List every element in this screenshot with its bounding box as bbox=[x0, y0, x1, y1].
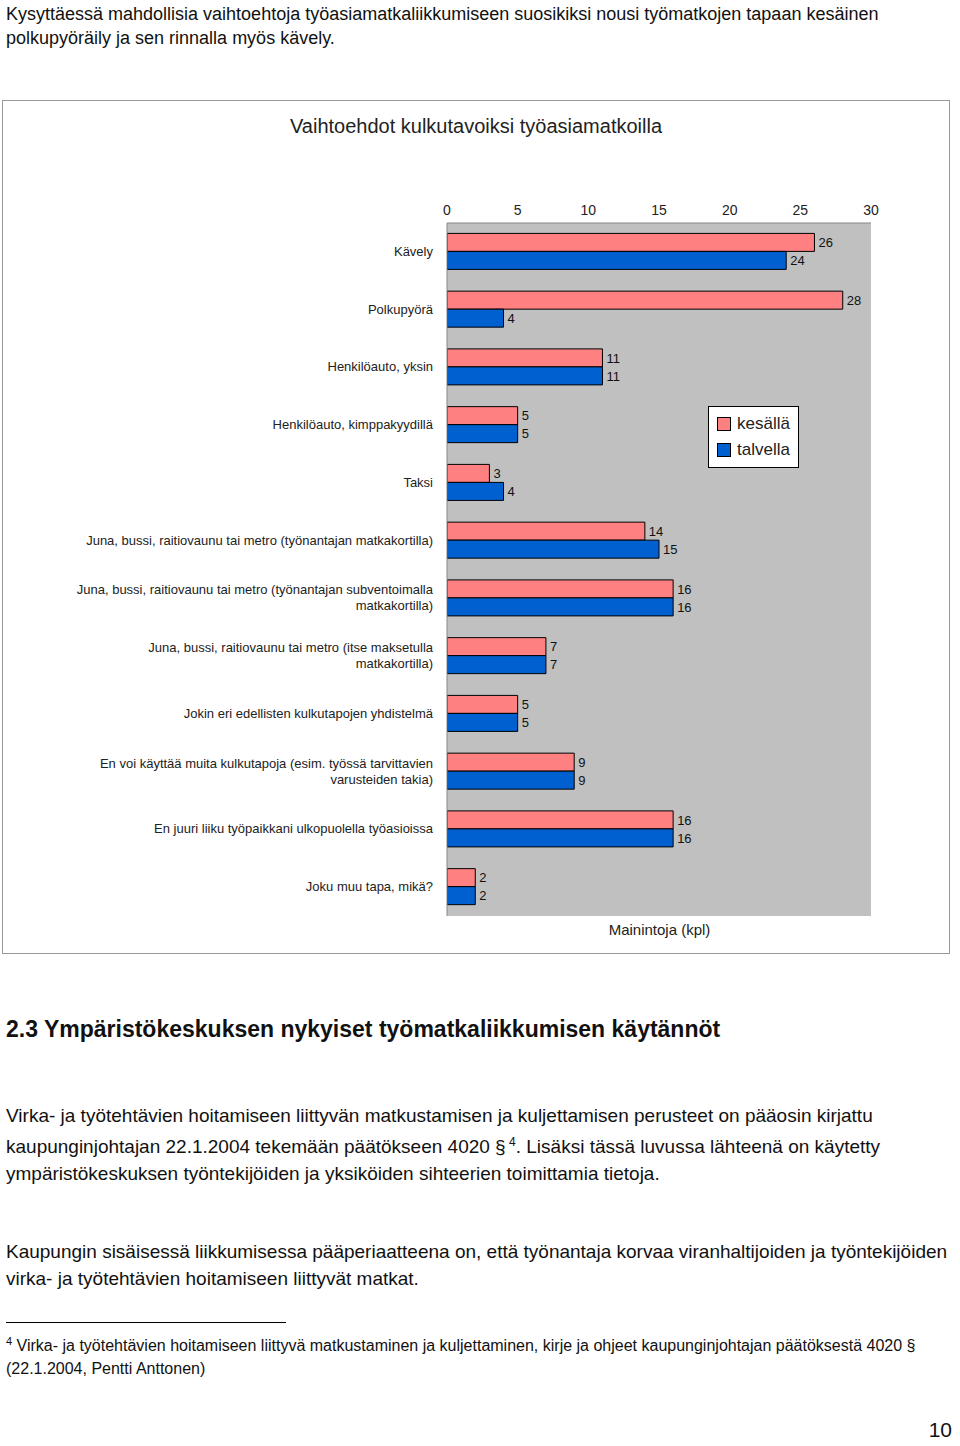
svg-text:15: 15 bbox=[663, 542, 677, 557]
svg-text:9: 9 bbox=[578, 755, 585, 770]
svg-text:7: 7 bbox=[550, 639, 557, 654]
svg-text:Polkupyörä: Polkupyörä bbox=[368, 302, 434, 317]
svg-text:5: 5 bbox=[522, 715, 529, 730]
svg-text:25: 25 bbox=[793, 202, 809, 218]
svg-text:9: 9 bbox=[578, 773, 585, 788]
svg-text:0: 0 bbox=[443, 202, 451, 218]
html-text:2.3 Ympäristökeskuksen nykyise: 2.3 Ympäristökeskuksen nykyiset työmatka… bbox=[6, 1016, 721, 1042]
svg-text:24: 24 bbox=[790, 253, 804, 268]
svg-text:En juuri liiku työpaikkani ulk: En juuri liiku työpaikkani ulkopuolella … bbox=[154, 821, 434, 836]
html-text:4 Virka- ja työtehtävien hoita: 4 Virka- ja työtehtävien hoitamiseen lii… bbox=[6, 1335, 916, 1378]
svg-text:5: 5 bbox=[522, 408, 529, 423]
html-text:Vaihtoehdot kulkutavoiksi työa: Vaihtoehdot kulkutavoiksi työasiamatkoil… bbox=[290, 115, 662, 137]
svg-text:30: 30 bbox=[863, 202, 879, 218]
svg-text:16: 16 bbox=[677, 831, 691, 846]
svg-text:16: 16 bbox=[677, 600, 691, 615]
svg-text:10: 10 bbox=[581, 202, 597, 218]
html-text:10: 10 bbox=[928, 1418, 952, 1441]
svg-text:20: 20 bbox=[722, 202, 738, 218]
svg-text:11: 11 bbox=[606, 351, 620, 366]
svg-text:Juna, bussi, raitiovaunu tai m: Juna, bussi, raitiovaunu tai metro (työn… bbox=[77, 582, 434, 613]
svg-text:15: 15 bbox=[651, 202, 667, 218]
svg-text:2: 2 bbox=[479, 870, 486, 885]
html-text:Virka- ja työtehtävien hoitami: Virka- ja työtehtävien hoitamiseen liitt… bbox=[6, 1105, 881, 1185]
svg-text:Juna, bussi, raitiovaunu tai m: Juna, bussi, raitiovaunu tai metro (työn… bbox=[86, 533, 433, 548]
svg-text:Taksi: Taksi bbox=[403, 475, 433, 490]
svg-text:26: 26 bbox=[818, 235, 832, 250]
html-text:Mainintoja (kpl): Mainintoja (kpl) bbox=[608, 921, 711, 938]
svg-text:5: 5 bbox=[522, 426, 529, 441]
html-text:talvella: talvella bbox=[737, 440, 790, 459]
svg-text:Juna, bussi, raitiovaunu tai m: Juna, bussi, raitiovaunu tai metro (itse… bbox=[148, 640, 433, 671]
svg-text:3: 3 bbox=[493, 466, 500, 481]
svg-text:Kävely: Kävely bbox=[394, 244, 434, 259]
svg-text:Henkilöauto, kimppakyydillä: Henkilöauto, kimppakyydillä bbox=[273, 417, 434, 432]
html-text:Kaupungin sisäisessä liikkumis: Kaupungin sisäisessä liikkumisessa pääpe… bbox=[6, 1241, 948, 1289]
svg-text:14: 14 bbox=[649, 524, 663, 539]
svg-text:Henkilöauto, yksin: Henkilöauto, yksin bbox=[328, 359, 434, 374]
svg-text:5: 5 bbox=[522, 697, 529, 712]
html-text:kesällä: kesällä bbox=[737, 414, 790, 433]
svg-text:4: 4 bbox=[508, 311, 515, 326]
svg-text:7: 7 bbox=[550, 657, 557, 672]
svg-text:2: 2 bbox=[479, 888, 486, 903]
svg-text:5: 5 bbox=[514, 202, 522, 218]
svg-text:Joku muu tapa, mikä?: Joku muu tapa, mikä? bbox=[306, 879, 433, 894]
svg-text:11: 11 bbox=[606, 369, 620, 384]
svg-text:16: 16 bbox=[677, 582, 691, 597]
svg-text:En voi käyttää muita kulkutapo: En voi käyttää muita kulkutapoja (esim. … bbox=[100, 756, 433, 787]
svg-text:4: 4 bbox=[508, 484, 515, 499]
svg-text:16: 16 bbox=[677, 813, 691, 828]
svg-text:28: 28 bbox=[847, 293, 861, 308]
svg-text:Jokin eri edellisten kulkutapo: Jokin eri edellisten kulkutapojen yhdist… bbox=[184, 706, 434, 721]
html-text:Kysyttäessä mahdollisia vaihto: Kysyttäessä mahdollisia vaihtoehtoja työ… bbox=[6, 4, 879, 48]
